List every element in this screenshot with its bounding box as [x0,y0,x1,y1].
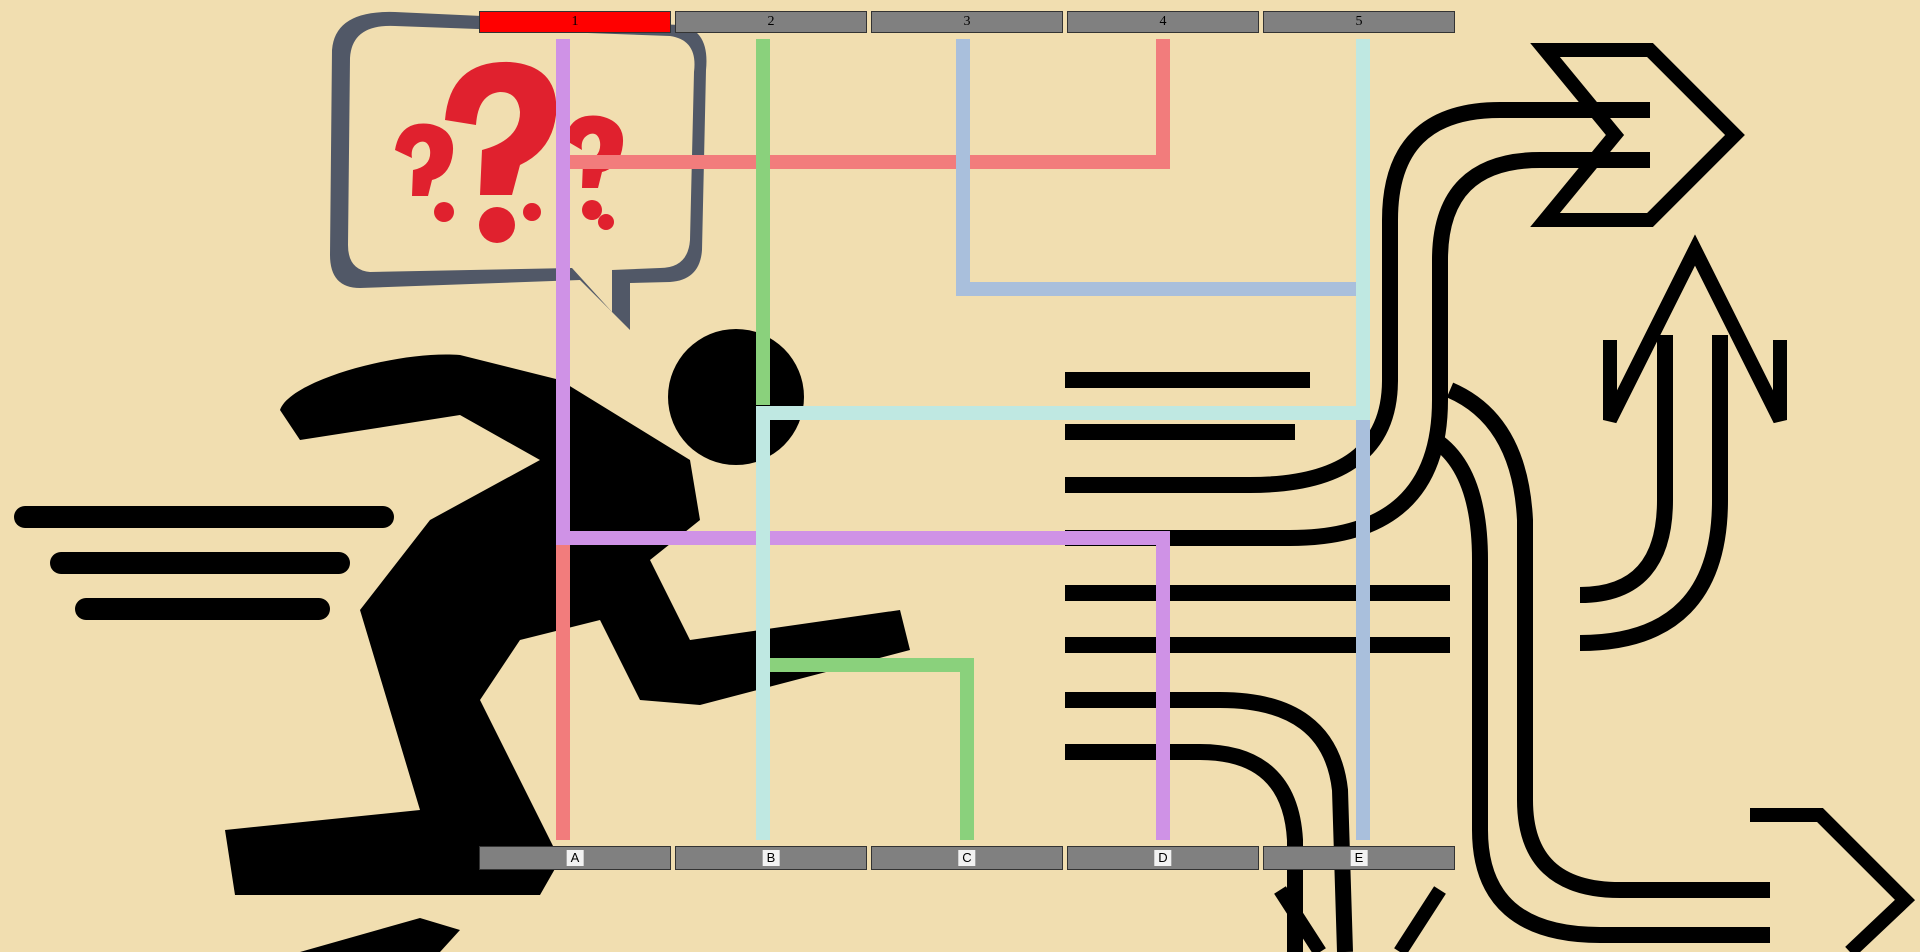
bottom-slot-label: E [1350,850,1368,866]
top-button-label: 4 [1159,14,1167,29]
top-button-label: 3 [963,14,971,29]
bottom-slot-label: D [1154,850,1172,866]
path-line-mint [756,39,1370,840]
bottom-slot-label: B [762,850,780,866]
path-line-violet [556,39,1170,840]
top-button-4[interactable]: 4 [1067,11,1259,33]
question-speech-bubble-icon [330,11,707,331]
top-button-label: 2 [767,14,775,29]
top-button-label: 1 [571,14,579,29]
path-line-salmon [556,39,1170,840]
bottom-slot-b[interactable]: B [675,846,867,870]
bottom-slot-d[interactable]: D [1067,846,1259,870]
bottom-slot-c[interactable]: C [871,846,1063,870]
top-button-2[interactable]: 2 [675,11,867,33]
curved-arrows-icon [1065,43,1916,952]
bottom-slot-label: A [566,850,584,866]
bottom-slot-label: C [958,850,976,866]
top-button-1[interactable]: 1 [479,11,671,33]
top-button-label: 5 [1355,14,1363,29]
path-line-green [756,39,974,840]
top-button-3[interactable]: 3 [871,11,1063,33]
bottom-slot-a[interactable]: A [479,846,671,870]
bottom-slot-e[interactable]: E [1263,846,1455,870]
top-button-5[interactable]: 5 [1263,11,1455,33]
